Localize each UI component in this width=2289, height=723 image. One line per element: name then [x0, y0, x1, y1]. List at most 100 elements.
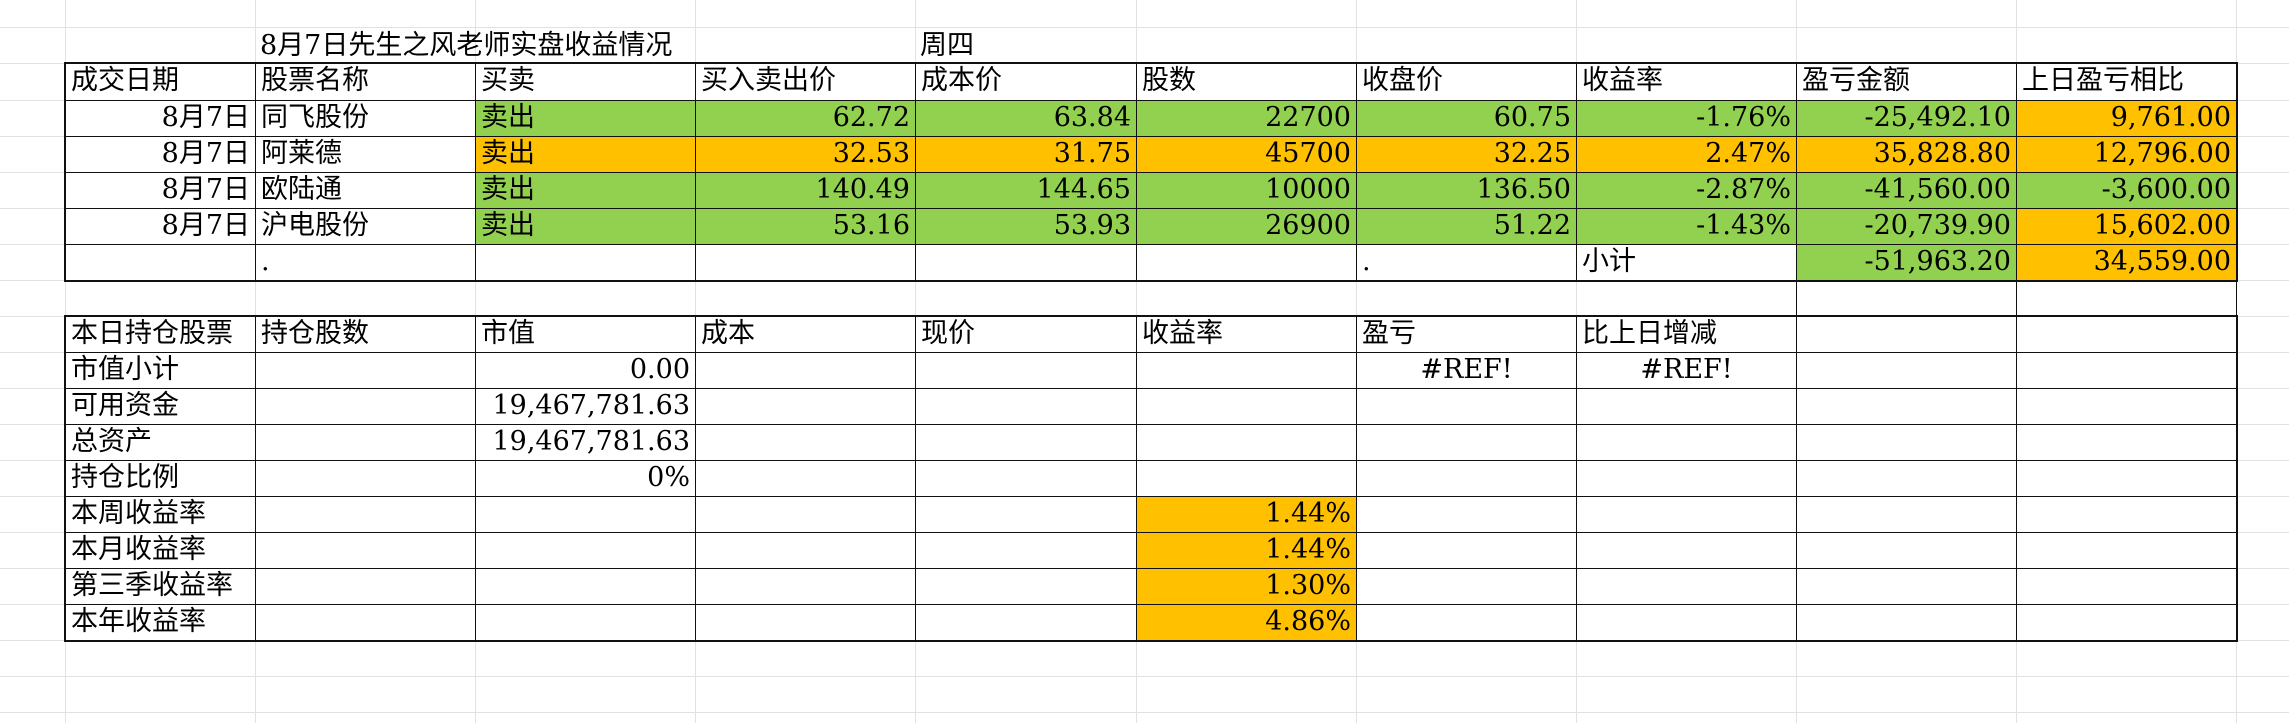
column-header[interactable]: 买卖: [475, 63, 696, 101]
trade-cell[interactable]: 32.25: [1356, 136, 1577, 173]
holdings-header[interactable]: 比上日增减: [1576, 316, 1797, 353]
trade-cell[interactable]: 15,602.00: [2016, 208, 2237, 245]
holdings-cell[interactable]: [695, 496, 916, 533]
trade-cell[interactable]: 144.65: [915, 172, 1137, 209]
subtotal-cell[interactable]: [1136, 244, 1357, 281]
holdings-cell[interactable]: [2016, 388, 2237, 425]
holdings-cell[interactable]: [1576, 388, 1797, 425]
holdings-cell[interactable]: [695, 352, 916, 389]
trade-cell[interactable]: -2.87%: [1576, 172, 1797, 209]
holdings-header[interactable]: 收益率: [1136, 316, 1357, 353]
trade-cell[interactable]: 10000: [1136, 172, 1357, 209]
subtotal-cell[interactable]: [695, 244, 916, 281]
holdings-header[interactable]: 市值: [475, 316, 696, 353]
subtotal-label[interactable]: 小计: [1576, 244, 1797, 281]
holdings-header[interactable]: [2016, 316, 2237, 353]
holdings-cell[interactable]: [1796, 568, 2017, 605]
holdings-cell[interactable]: [695, 568, 916, 605]
stock-name[interactable]: 沪电股份: [255, 208, 476, 245]
empty-cell[interactable]: [1796, 280, 2017, 317]
holdings-cell[interactable]: [1356, 460, 1577, 497]
holdings-cell[interactable]: [695, 388, 916, 425]
trade-cell[interactable]: 140.49: [695, 172, 916, 209]
holdings-cell[interactable]: [695, 460, 916, 497]
holdings-value[interactable]: 0%: [475, 460, 696, 497]
holdings-cell[interactable]: [2016, 604, 2237, 641]
holdings-cell[interactable]: [2016, 532, 2237, 569]
holdings-cell[interactable]: [255, 460, 476, 497]
holdings-row-label[interactable]: 市值小计: [65, 352, 256, 389]
return-value[interactable]: 4.86%: [1136, 604, 1357, 641]
holdings-cell[interactable]: [1796, 532, 2017, 569]
trade-cell[interactable]: 卖出: [475, 172, 696, 209]
trade-cell[interactable]: 35,828.80: [1796, 136, 2017, 173]
holdings-cell[interactable]: [1576, 532, 1797, 569]
holdings-cell[interactable]: [915, 568, 1137, 605]
holdings-cell[interactable]: [915, 352, 1137, 389]
return-value[interactable]: 1.44%: [1136, 532, 1357, 569]
trade-cell[interactable]: 53.93: [915, 208, 1137, 245]
trade-cell[interactable]: 2.47%: [1576, 136, 1797, 173]
holdings-cell[interactable]: [915, 460, 1137, 497]
holdings-cell[interactable]: [255, 568, 476, 605]
trade-cell[interactable]: 63.84: [915, 100, 1137, 137]
holdings-header[interactable]: 盈亏: [1356, 316, 1577, 353]
holdings-value[interactable]: #REF!: [1576, 352, 1797, 389]
holdings-cell[interactable]: [255, 424, 476, 461]
holdings-cell[interactable]: [1356, 604, 1577, 641]
holdings-cell[interactable]: [2016, 352, 2237, 389]
holdings-cell[interactable]: [255, 532, 476, 569]
subtotal-cell[interactable]: [475, 244, 696, 281]
trade-date[interactable]: 8月7日: [65, 172, 256, 209]
trade-date[interactable]: 8月7日: [65, 208, 256, 245]
holdings-row-label[interactable]: 持仓比例: [65, 460, 256, 497]
subtotal-cell[interactable]: [65, 244, 256, 281]
holdings-header[interactable]: [1796, 316, 2017, 353]
holdings-cell[interactable]: [2016, 568, 2237, 605]
holdings-header[interactable]: 本日持仓股票: [65, 316, 256, 353]
holdings-row-label[interactable]: 总资产: [65, 424, 256, 461]
column-header[interactable]: 上日盈亏相比: [2016, 63, 2237, 101]
trade-cell[interactable]: -20,739.90: [1796, 208, 2017, 245]
holdings-cell[interactable]: [1356, 532, 1577, 569]
subtotal-prev[interactable]: 34,559.00: [2016, 244, 2237, 281]
holdings-cell[interactable]: [1136, 460, 1357, 497]
trade-date[interactable]: 8月7日: [65, 100, 256, 137]
holdings-cell[interactable]: [1796, 496, 2017, 533]
trade-cell[interactable]: 60.75: [1356, 100, 1577, 137]
trade-cell[interactable]: -3,600.00: [2016, 172, 2237, 209]
holdings-cell[interactable]: [2016, 496, 2237, 533]
column-header[interactable]: 收盘价: [1356, 63, 1577, 101]
holdings-header[interactable]: 持仓股数: [255, 316, 476, 353]
trade-cell[interactable]: 31.75: [915, 136, 1137, 173]
trade-cell[interactable]: 62.72: [695, 100, 916, 137]
subtotal-cell[interactable]: .: [1356, 244, 1577, 281]
column-header[interactable]: 股数: [1136, 63, 1357, 101]
trade-cell[interactable]: 136.50: [1356, 172, 1577, 209]
trade-cell[interactable]: 51.22: [1356, 208, 1577, 245]
trade-cell[interactable]: 12,796.00: [2016, 136, 2237, 173]
holdings-cell[interactable]: [1136, 388, 1357, 425]
holdings-cell[interactable]: [2016, 424, 2237, 461]
subtotal-cell[interactable]: .: [255, 244, 476, 281]
holdings-cell[interactable]: [915, 388, 1137, 425]
holdings-cell[interactable]: [695, 424, 916, 461]
holdings-cell[interactable]: [255, 352, 476, 389]
column-header[interactable]: 盈亏金额: [1796, 63, 2017, 101]
holdings-cell[interactable]: [915, 604, 1137, 641]
stock-name[interactable]: 同飞股份: [255, 100, 476, 137]
holdings-value[interactable]: 19,467,781.63: [475, 388, 696, 425]
holdings-cell[interactable]: [1796, 352, 2017, 389]
holdings-cell[interactable]: [255, 496, 476, 533]
trade-cell[interactable]: 53.16: [695, 208, 916, 245]
column-header[interactable]: 成交日期: [65, 63, 256, 101]
holdings-value[interactable]: #REF!: [1356, 352, 1577, 389]
holdings-cell[interactable]: [1356, 388, 1577, 425]
weekday-label[interactable]: 周四: [920, 30, 974, 61]
holdings-cell[interactable]: [475, 604, 696, 641]
return-label[interactable]: 本周收益率: [65, 496, 256, 533]
holdings-cell[interactable]: [695, 604, 916, 641]
holdings-cell[interactable]: [1356, 496, 1577, 533]
holdings-cell[interactable]: [2016, 460, 2237, 497]
holdings-value[interactable]: 0.00: [475, 352, 696, 389]
